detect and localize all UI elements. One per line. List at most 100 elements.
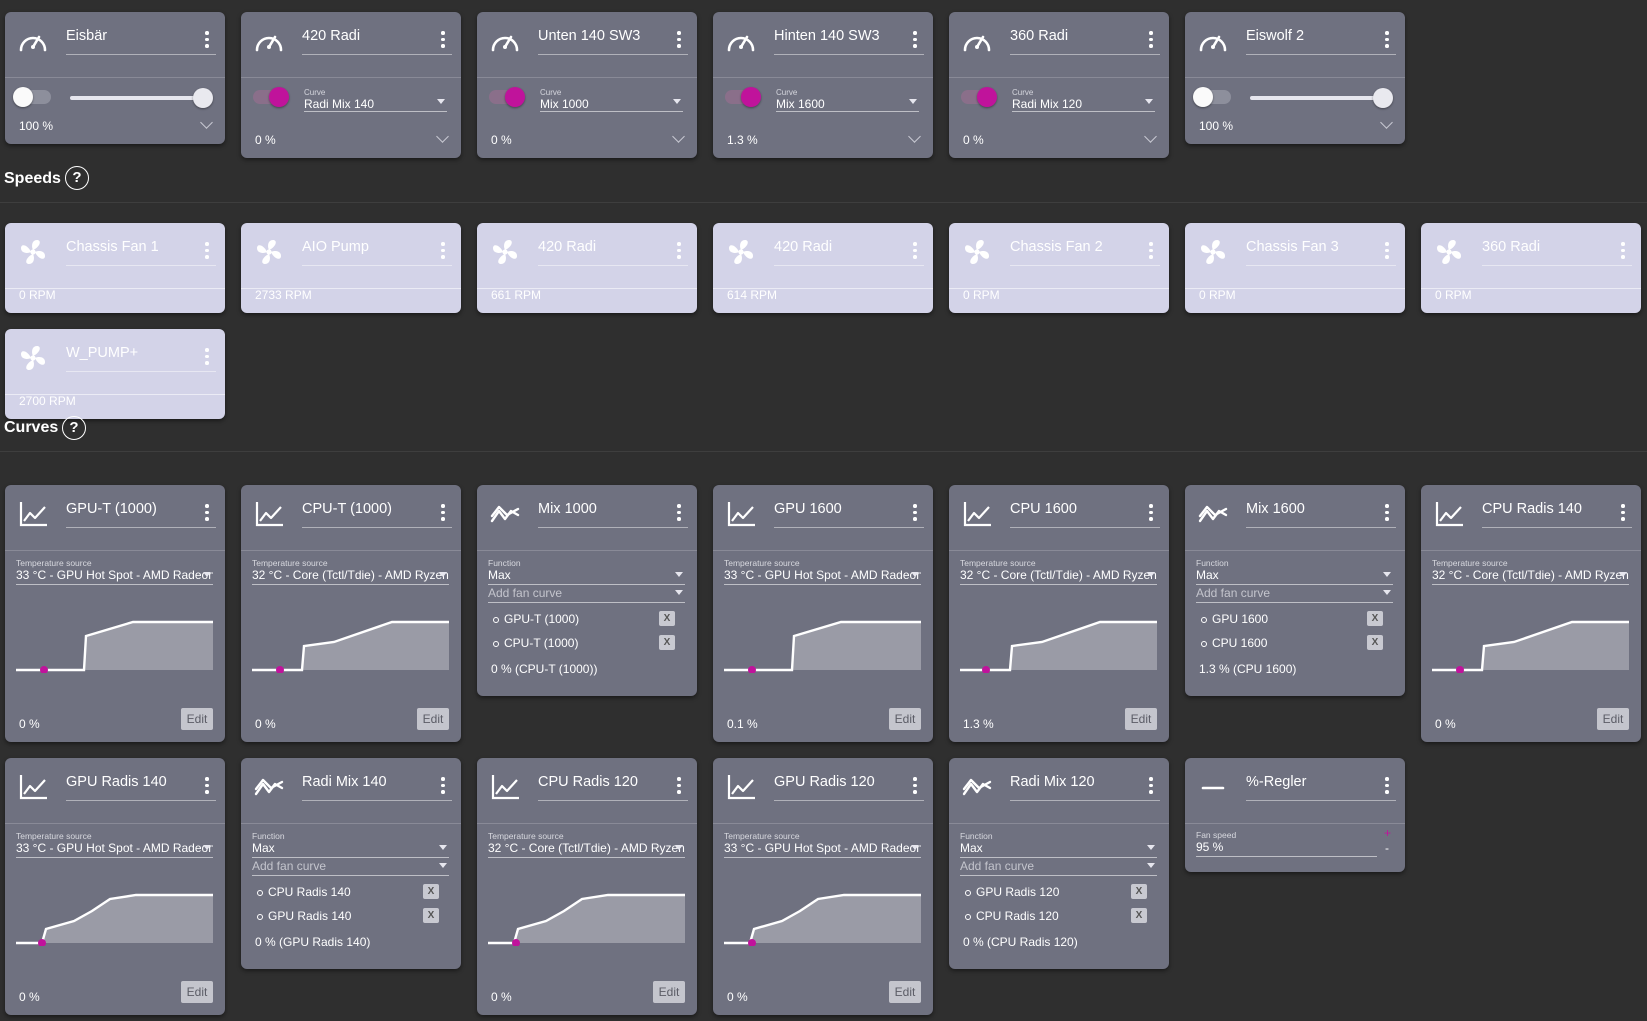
temperature-source-select[interactable]: Temperature source 32 °C - Core (Tctl/Tdi… <box>960 558 1157 585</box>
more-menu-icon[interactable] <box>913 777 917 797</box>
more-menu-icon[interactable] <box>441 31 445 51</box>
card-name[interactable]: 360 Radi <box>1482 239 1632 266</box>
card-name[interactable]: GPU-T (1000) <box>66 501 216 528</box>
more-menu-icon[interactable] <box>677 504 681 524</box>
card-name[interactable]: Unten 140 SW3 <box>538 28 688 55</box>
more-menu-icon[interactable] <box>1385 31 1389 51</box>
expand-chevron-icon[interactable] <box>672 130 685 143</box>
temperature-source-select[interactable]: Temperature source 33 °C - GPU Hot Spot -… <box>16 831 213 858</box>
card-name[interactable]: 420 Radi <box>302 28 452 55</box>
add-fan-curve-select[interactable]: Add fan curve <box>252 859 449 876</box>
function-select[interactable]: Function Max <box>960 831 1157 858</box>
curve-graph[interactable] <box>724 892 921 946</box>
remove-member-button[interactable]: X <box>659 611 675 626</box>
manual-toggle[interactable] <box>13 87 51 107</box>
edit-button[interactable]: Edit <box>1597 708 1629 730</box>
more-menu-icon[interactable] <box>205 31 209 51</box>
card-name[interactable]: Eisbär <box>66 28 216 55</box>
temperature-source-select[interactable]: Temperature source 33 °C - GPU Hot Spot -… <box>16 558 213 585</box>
card-name[interactable]: 360 Radi <box>1010 28 1160 55</box>
edit-button[interactable]: Edit <box>653 981 685 1003</box>
card-name[interactable]: Chassis Fan 1 <box>66 239 216 266</box>
more-menu-icon[interactable] <box>913 242 917 262</box>
more-menu-icon[interactable] <box>205 242 209 262</box>
card-name[interactable]: Radi Mix 120 <box>1010 774 1160 801</box>
edit-button[interactable]: Edit <box>1125 708 1157 730</box>
function-select[interactable]: Function Max <box>488 558 685 585</box>
remove-member-button[interactable]: X <box>1367 635 1383 650</box>
card-name[interactable]: Mix 1600 <box>1246 501 1396 528</box>
more-menu-icon[interactable] <box>1385 777 1389 797</box>
more-menu-icon[interactable] <box>913 31 917 51</box>
function-select[interactable]: Function Max <box>1196 558 1393 585</box>
more-menu-icon[interactable] <box>1621 242 1625 262</box>
speed-slider[interactable] <box>1250 88 1393 108</box>
speed-slider[interactable] <box>70 88 213 108</box>
function-select[interactable]: Function Max <box>252 831 449 858</box>
decrement-button[interactable]: - <box>1385 841 1389 855</box>
temperature-source-select[interactable]: Temperature source 32 °C - Core (Tctl/Tdi… <box>252 558 449 585</box>
temperature-source-select[interactable]: Temperature source 33 °C - GPU Hot Spot -… <box>724 831 921 858</box>
card-name[interactable]: Eiswolf 2 <box>1246 28 1396 55</box>
more-menu-icon[interactable] <box>1385 242 1389 262</box>
more-menu-icon[interactable] <box>1149 31 1153 51</box>
remove-member-button[interactable]: X <box>659 635 675 650</box>
card-name[interactable]: Radi Mix 140 <box>302 774 452 801</box>
more-menu-icon[interactable] <box>1149 777 1153 797</box>
fan-speed-input[interactable]: Fan speed 95 % <box>1196 830 1377 857</box>
more-menu-icon[interactable] <box>205 504 209 524</box>
expand-chevron-icon[interactable] <box>1144 130 1157 143</box>
remove-member-button[interactable]: X <box>1367 611 1383 626</box>
card-name[interactable]: W_PUMP+ <box>66 345 216 372</box>
card-name[interactable]: Chassis Fan 2 <box>1010 239 1160 266</box>
card-name[interactable]: CPU 1600 <box>1010 501 1160 528</box>
more-menu-icon[interactable] <box>205 777 209 797</box>
more-menu-icon[interactable] <box>1621 504 1625 524</box>
curve-graph[interactable] <box>16 619 213 673</box>
more-menu-icon[interactable] <box>1149 504 1153 524</box>
expand-chevron-icon[interactable] <box>908 130 921 143</box>
more-menu-icon[interactable] <box>913 504 917 524</box>
add-fan-curve-select[interactable]: Add fan curve <box>1196 586 1393 603</box>
curve-select[interactable]: Curve Mix 1000 <box>540 88 683 112</box>
manual-toggle[interactable] <box>961 87 997 107</box>
curve-select[interactable]: Curve Radi Mix 120 <box>1012 88 1155 112</box>
expand-chevron-icon[interactable] <box>1380 116 1393 129</box>
curves-help-icon[interactable]: ? <box>62 416 86 440</box>
expand-chevron-icon[interactable] <box>200 116 213 129</box>
card-name[interactable]: %-Regler <box>1246 774 1396 801</box>
temperature-source-select[interactable]: Temperature source 32 °C - Core (Tctl/Tdi… <box>1432 558 1629 585</box>
speeds-help-icon[interactable]: ? <box>65 166 89 190</box>
card-name[interactable]: 420 Radi <box>774 239 924 266</box>
edit-button[interactable]: Edit <box>889 708 921 730</box>
add-fan-curve-select[interactable]: Add fan curve <box>960 859 1157 876</box>
manual-toggle[interactable] <box>253 87 289 107</box>
card-name[interactable]: 420 Radi <box>538 239 688 266</box>
temperature-source-select[interactable]: Temperature source 32 °C - Core (Tctl/Tdi… <box>488 831 685 858</box>
more-menu-icon[interactable] <box>1149 242 1153 262</box>
card-name[interactable]: CPU Radis 120 <box>538 774 688 801</box>
edit-button[interactable]: Edit <box>181 708 213 730</box>
remove-member-button[interactable]: X <box>1131 908 1147 923</box>
more-menu-icon[interactable] <box>205 348 209 368</box>
more-menu-icon[interactable] <box>677 31 681 51</box>
card-name[interactable]: Mix 1000 <box>538 501 688 528</box>
card-name[interactable]: GPU Radis 140 <box>66 774 216 801</box>
more-menu-icon[interactable] <box>441 504 445 524</box>
card-name[interactable]: GPU Radis 120 <box>774 774 924 801</box>
remove-member-button[interactable]: X <box>423 884 439 899</box>
more-menu-icon[interactable] <box>441 242 445 262</box>
curve-select[interactable]: Curve Radi Mix 140 <box>304 88 447 112</box>
card-name[interactable]: CPU Radis 140 <box>1482 501 1632 528</box>
remove-member-button[interactable]: X <box>423 908 439 923</box>
expand-chevron-icon[interactable] <box>436 130 449 143</box>
add-fan-curve-select[interactable]: Add fan curve <box>488 586 685 603</box>
temperature-source-select[interactable]: Temperature source 33 °C - GPU Hot Spot -… <box>724 558 921 585</box>
edit-button[interactable]: Edit <box>181 981 213 1003</box>
curve-graph[interactable] <box>252 619 449 673</box>
card-name[interactable]: AIO Pump <box>302 239 452 266</box>
curve-graph[interactable] <box>1432 619 1629 673</box>
card-name[interactable]: Chassis Fan 3 <box>1246 239 1396 266</box>
slider-thumb[interactable] <box>193 88 213 108</box>
more-menu-icon[interactable] <box>1385 504 1389 524</box>
